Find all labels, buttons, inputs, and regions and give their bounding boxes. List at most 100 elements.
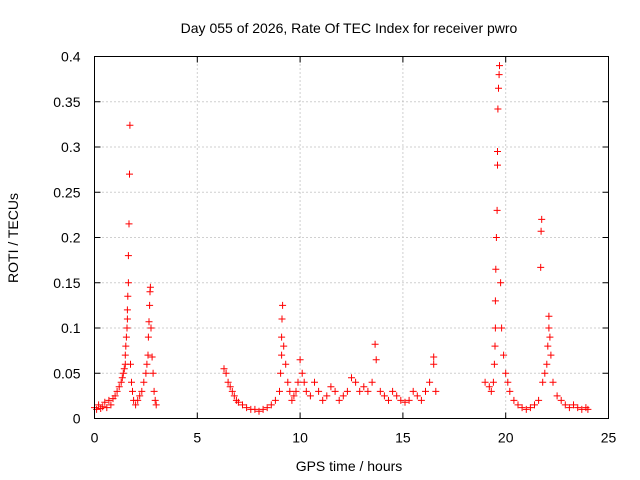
data-point <box>356 387 364 395</box>
data-point <box>549 378 557 386</box>
data-point <box>280 342 288 350</box>
axis-ticks: 0 5 10 15 20 25 0 0.05 0.1 0.15 0.2 0.25 0.3 0.35 0.4 <box>53 49 616 446</box>
data-point <box>537 227 545 235</box>
x-tick-label: 20 <box>498 430 514 446</box>
data-point <box>487 387 495 395</box>
data-point <box>121 351 129 359</box>
data-point <box>343 387 351 395</box>
data-point <box>99 403 107 411</box>
data-point <box>331 387 339 395</box>
data-point <box>279 301 287 309</box>
data-point <box>335 396 343 404</box>
data-point <box>128 378 135 386</box>
data-point <box>277 369 285 377</box>
data-point <box>491 297 499 305</box>
data-point <box>150 387 158 395</box>
data-point <box>544 342 552 350</box>
data-point <box>518 404 526 412</box>
data-point <box>430 353 438 361</box>
data-point <box>126 170 133 178</box>
data-point <box>132 401 140 409</box>
y-tick-label: 0.15 <box>53 275 80 291</box>
data-point <box>243 404 251 412</box>
data-point <box>117 378 125 386</box>
data-point <box>531 401 538 409</box>
data-point <box>122 342 130 350</box>
data-point <box>255 407 263 415</box>
data-point <box>409 387 417 395</box>
data-point <box>522 405 530 413</box>
data-point <box>127 360 134 368</box>
data-point <box>502 369 510 377</box>
data-point <box>526 404 534 412</box>
data-point <box>510 396 518 404</box>
data-point <box>134 396 142 404</box>
data-point <box>107 401 115 409</box>
data-point <box>292 387 300 395</box>
data-point <box>124 279 132 287</box>
x-tick-label: 25 <box>601 430 617 446</box>
data-point <box>570 401 577 409</box>
data-point <box>294 378 302 386</box>
grid-lines <box>94 56 609 419</box>
data-point <box>547 351 555 359</box>
data-point <box>496 62 503 70</box>
data-point <box>251 405 259 413</box>
data-point <box>302 387 310 395</box>
data-point <box>380 392 388 400</box>
x-tick-label: 5 <box>193 430 201 446</box>
data-point <box>115 383 123 391</box>
data-point <box>491 342 499 350</box>
y-tick-label: 0.2 <box>61 230 81 246</box>
data-point <box>101 398 109 406</box>
data-point <box>545 324 553 332</box>
y-axis-label: ROTI / TECUs <box>5 193 21 283</box>
data-point <box>574 404 582 412</box>
y-tick-label: 0.3 <box>61 139 81 155</box>
data-point <box>385 396 392 404</box>
data-point <box>514 401 522 409</box>
data-point <box>372 356 380 364</box>
y-tick-label: 0 <box>73 411 81 427</box>
data-point <box>142 369 150 377</box>
data-point <box>122 333 130 341</box>
data-point <box>278 315 286 323</box>
data-point <box>129 387 136 395</box>
data-point <box>105 396 113 404</box>
data-point <box>565 404 573 412</box>
data-point <box>144 333 152 341</box>
data-point <box>495 84 502 92</box>
data-point <box>140 378 148 386</box>
data-point <box>545 312 553 320</box>
data-point <box>138 387 146 395</box>
data-point <box>494 148 501 155</box>
data-point <box>124 292 132 300</box>
data-point <box>152 401 160 409</box>
x-tick-label: 10 <box>292 430 308 446</box>
data-point <box>230 392 238 400</box>
data-point <box>147 324 155 332</box>
data-point <box>561 401 569 409</box>
data-point <box>491 324 499 332</box>
data-point <box>538 215 546 223</box>
data-point <box>146 283 154 291</box>
y-tick-label: 0.35 <box>53 94 80 110</box>
data-point <box>263 404 271 412</box>
data-point <box>543 360 551 368</box>
data-point <box>495 71 503 79</box>
data-point <box>224 378 232 386</box>
data-point <box>506 387 514 395</box>
data-point <box>234 398 242 406</box>
data-point <box>368 378 376 386</box>
data-point <box>278 333 286 341</box>
data-point <box>286 387 294 395</box>
data-point <box>504 378 512 386</box>
data-point <box>276 387 283 395</box>
data-series <box>91 62 592 415</box>
data-point <box>125 220 133 228</box>
data-point <box>364 387 372 395</box>
data-point <box>119 369 127 377</box>
data-point <box>290 392 298 400</box>
data-point <box>490 360 498 368</box>
